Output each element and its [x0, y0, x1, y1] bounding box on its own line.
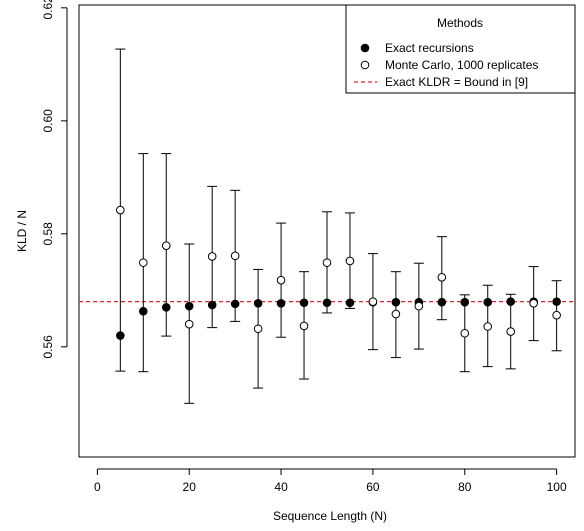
monte-carlo-point [414, 301, 424, 311]
monte-carlo-point [253, 324, 263, 334]
y-tick-label: 0.58 [41, 222, 55, 246]
monte-carlo-point [230, 251, 240, 261]
exact-recursion-point [506, 297, 516, 306]
monte-carlo-point [391, 309, 401, 319]
monte-carlo-point [184, 319, 194, 329]
exact-recursion-point [138, 306, 148, 316]
x-axis-label: Sequence Length (N) [273, 509, 387, 523]
x-tick-label: 0 [94, 480, 101, 494]
monte-carlo-point [552, 310, 561, 320]
y-axis: 0.56 0.58 0.60 0.62 [41, 0, 68, 359]
legend-entry-exact: Exact recursions [385, 41, 474, 55]
exact-recursion-point [552, 297, 561, 306]
legend-entry-monte-carlo: Monte Carlo, 1000 replicates [385, 58, 538, 72]
monte-carlo-point [506, 327, 516, 336]
y-axis-label: KLD / N [15, 210, 29, 252]
exact-recursion-point [299, 298, 309, 308]
point-layer [116, 205, 561, 340]
monte-carlo-point [529, 299, 538, 308]
x-tick-label: 40 [274, 480, 288, 494]
exact-recursion-point [207, 300, 217, 310]
y-tick-label: 0.60 [41, 109, 55, 133]
exact-recursion-point [483, 297, 493, 307]
y-tick-label: 0.56 [41, 335, 55, 359]
y-tick-label: 0.62 [41, 0, 55, 20]
monte-carlo-point [161, 241, 171, 250]
monte-carlo-point [322, 258, 332, 267]
legend-entry-bound: Exact KLDR = Bound in [9] [385, 75, 528, 89]
monte-carlo-point [483, 322, 493, 331]
exact-recursion-point [437, 297, 447, 307]
legend: Methods Exact recursions Monte Carlo, 10… [345, 4, 576, 94]
legend-box [345, 4, 576, 94]
x-tick-label: 20 [183, 480, 197, 494]
legend-title: Methods [437, 16, 483, 30]
legend-marker-exact [360, 43, 370, 53]
exact-recursion-point [161, 302, 171, 312]
x-tick-label: 80 [458, 480, 472, 494]
exact-recursion-point [230, 299, 240, 309]
monte-carlo-point [116, 205, 125, 215]
exact-recursion-point [276, 299, 286, 308]
exact-recursion-point [345, 298, 355, 308]
monte-carlo-point [368, 297, 378, 306]
exact-recursion-point [116, 331, 125, 340]
exact-recursion-point [253, 299, 263, 308]
x-axis: 0 20 40 60 80 100 [94, 468, 567, 494]
x-tick-label: 100 [547, 480, 567, 494]
legend-marker-monte-carlo [360, 60, 370, 70]
monte-carlo-point [460, 328, 470, 338]
monte-carlo-point [276, 275, 286, 285]
exact-recursion-point [322, 298, 332, 308]
exact-recursion-point [391, 297, 401, 307]
monte-carlo-point [207, 252, 217, 261]
exact-recursion-point [460, 297, 470, 307]
plot-frame [78, 4, 576, 458]
monte-carlo-point [299, 321, 309, 331]
exact-recursion-point [184, 301, 194, 311]
monte-carlo-point [345, 256, 355, 266]
monte-carlo-point [437, 273, 447, 282]
monte-carlo-point [138, 258, 148, 267]
x-tick-label: 60 [366, 480, 380, 494]
error-bar-layer [115, 48, 562, 404]
